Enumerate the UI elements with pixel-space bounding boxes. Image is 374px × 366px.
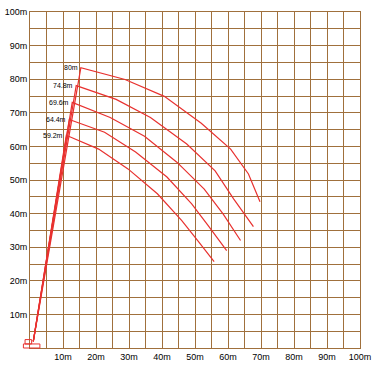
svg-text:40m: 40m	[153, 352, 171, 362]
svg-text:50m: 50m	[10, 175, 28, 185]
svg-text:20m: 20m	[10, 276, 28, 286]
svg-text:80m: 80m	[64, 64, 78, 71]
svg-text:60m: 60m	[219, 352, 237, 362]
svg-text:40m: 40m	[10, 209, 28, 219]
svg-text:90m: 90m	[10, 41, 28, 51]
svg-text:60m: 60m	[10, 142, 28, 152]
svg-text:30m: 30m	[120, 352, 138, 362]
svg-text:30m: 30m	[10, 242, 28, 252]
svg-text:64.4m: 64.4m	[46, 116, 66, 123]
svg-text:80m: 80m	[285, 352, 303, 362]
svg-text:50m: 50m	[186, 352, 204, 362]
svg-text:10m: 10m	[54, 352, 72, 362]
svg-text:74.8m: 74.8m	[53, 82, 73, 89]
svg-text:80m: 80m	[10, 74, 28, 84]
svg-text:70m: 70m	[10, 108, 28, 118]
svg-text:69.6m: 69.6m	[49, 99, 69, 106]
svg-text:100m: 100m	[5, 7, 28, 17]
svg-text:20m: 20m	[87, 352, 105, 362]
svg-text:10m: 10m	[10, 310, 28, 320]
svg-text:59.2m: 59.2m	[43, 132, 63, 139]
svg-text:90m: 90m	[318, 352, 336, 362]
svg-text:100m: 100m	[349, 352, 372, 362]
svg-text:70m: 70m	[252, 352, 270, 362]
